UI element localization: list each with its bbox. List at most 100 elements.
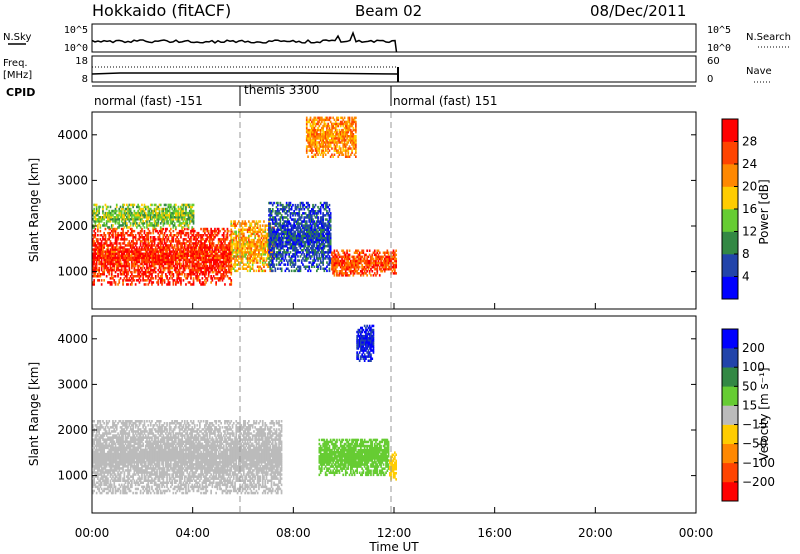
power-cell: [201, 283, 204, 286]
power-cell: [356, 255, 358, 259]
power-cell: [181, 229, 183, 233]
power-cell: [370, 268, 372, 271]
power-cell: [304, 249, 307, 252]
power-cell: [187, 236, 190, 239]
power-cell: [324, 224, 327, 227]
power-cell: [105, 240, 108, 243]
power-cell: [328, 236, 331, 240]
power-cell: [317, 232, 319, 236]
power-cell: [381, 265, 384, 269]
power-cell: [347, 255, 350, 259]
power-cell: [158, 218, 161, 221]
power-cell: [312, 218, 314, 221]
power-cell: [337, 251, 340, 254]
power-cell: [93, 242, 95, 245]
power-cell: [177, 256, 180, 260]
power-cell: [270, 261, 273, 264]
power-cell: [181, 231, 183, 235]
power-cell: [162, 244, 165, 247]
power-cell: [323, 226, 326, 229]
power-cell: [292, 240, 294, 244]
power-cell: [99, 216, 102, 219]
power-cell: [309, 228, 312, 231]
power-cell: [346, 261, 348, 265]
power-cell: [329, 226, 332, 229]
power-cell: [128, 240, 131, 243]
power-cell: [122, 229, 124, 233]
power-cell: [245, 228, 248, 231]
power-cell: [188, 242, 191, 245]
power-cell: [251, 265, 254, 268]
power-cell: [239, 247, 241, 250]
power-cell: [236, 242, 239, 246]
power-cell: [375, 268, 377, 271]
power-cell: [196, 266, 199, 270]
power-cell: [172, 260, 175, 264]
power-cell: [157, 260, 160, 264]
power-cell: [344, 268, 347, 271]
power-cell: [207, 270, 210, 274]
power-cell: [190, 229, 192, 233]
power-cell: [102, 246, 104, 249]
power-cell: [316, 230, 318, 234]
power-cell: [290, 218, 293, 221]
power-cell: [368, 272, 371, 275]
power-cell: [205, 248, 207, 251]
power-cell: [308, 141, 311, 144]
power-cell: [327, 147, 329, 150]
power-cell: [154, 254, 157, 257]
power-cell: [294, 269, 297, 273]
power-cell: [387, 257, 390, 261]
power-cell: [266, 265, 269, 268]
power-cell: [176, 266, 178, 270]
power-cell: [185, 205, 187, 209]
power-cell: [300, 249, 303, 252]
power-cell: [307, 216, 309, 219]
power-cell: [290, 261, 293, 264]
power-cell: [303, 216, 306, 219]
power-cell: [153, 209, 156, 213]
power-cell: [305, 214, 308, 217]
power-cell: [265, 244, 268, 248]
power-cell: [201, 246, 204, 249]
power-cell: [114, 236, 117, 239]
power-cell: [126, 226, 128, 229]
power-cell: [192, 273, 195, 276]
power-cell: [285, 205, 288, 209]
power-cell: [204, 279, 206, 282]
power-cell: [322, 236, 324, 240]
power-cell: [328, 139, 331, 142]
power-cell: [119, 224, 122, 227]
power-cell: [357, 259, 360, 263]
power-cell: [322, 220, 324, 223]
power-cell: [146, 213, 148, 217]
power-cell: [137, 248, 139, 251]
power-cell: [170, 203, 172, 207]
power-cell: [311, 120, 313, 124]
power-cell: [168, 216, 171, 219]
power-cell: [149, 244, 152, 247]
power-cell: [157, 273, 160, 276]
power-cell: [99, 273, 102, 276]
power-cell: [305, 224, 308, 227]
power-cell: [209, 240, 211, 243]
power-cell: [107, 216, 109, 219]
power-cell: [159, 258, 162, 262]
power-cell: [200, 240, 202, 243]
power-cell: [304, 228, 307, 231]
power-cell: [158, 246, 161, 249]
power-cell: [253, 242, 255, 246]
power-cell: [123, 248, 126, 251]
power-cell: [358, 259, 361, 263]
power-cell: [110, 258, 113, 262]
power-cell: [314, 153, 317, 156]
power-cell: [109, 216, 112, 219]
power-cell: [225, 246, 228, 249]
power-cell: [134, 260, 137, 264]
power-cell: [126, 283, 128, 286]
power-cell: [214, 236, 216, 239]
power-cell: [299, 269, 302, 273]
power-cell: [214, 258, 216, 262]
power-cell: [263, 249, 265, 252]
power-cell: [250, 232, 253, 236]
